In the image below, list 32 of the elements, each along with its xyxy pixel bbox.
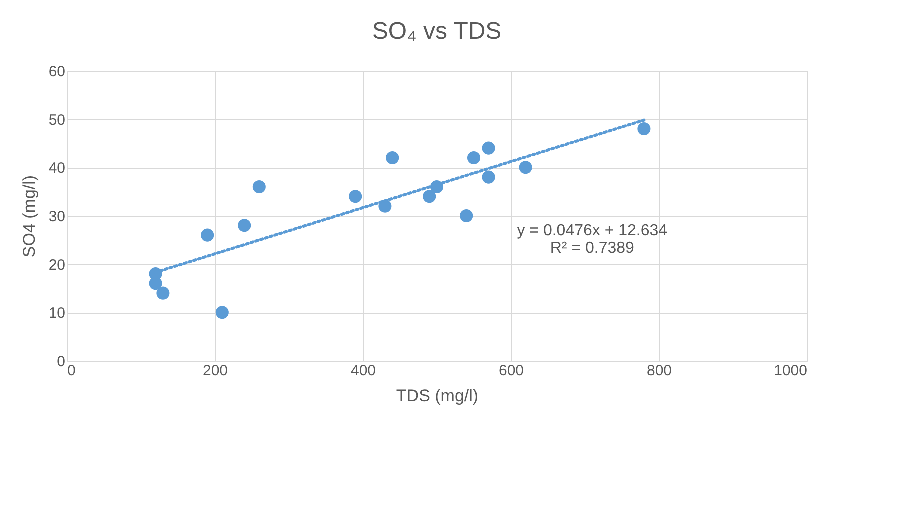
point — [156, 286, 170, 300]
y-tick-label: 60 — [48, 64, 66, 80]
y-tick-label: 30 — [48, 208, 66, 226]
x-tick-label: 1000 — [774, 362, 808, 380]
y-tick-label: 50 — [48, 112, 66, 129]
point — [386, 151, 400, 165]
point — [149, 277, 162, 290]
y-tick-label: 10 — [48, 305, 66, 322]
x-axis-title: TDS (mg/l) — [396, 386, 479, 406]
y-axis-title: SO4 (mg/l) — [20, 175, 39, 258]
point — [467, 151, 481, 165]
point — [423, 190, 436, 204]
y-tick-label: 40 — [48, 160, 66, 178]
point — [238, 219, 252, 232]
x-tick-label: 800 — [646, 362, 672, 380]
point — [519, 161, 532, 174]
point — [201, 228, 214, 242]
y-tick-label: 20 — [48, 256, 66, 274]
annotation: y = 0.0476x + 12.634 — [517, 222, 668, 240]
x-tick-label: 600 — [498, 362, 524, 380]
x-tick-label: 400 — [350, 362, 376, 380]
point — [252, 180, 266, 194]
point — [460, 209, 474, 223]
x-tick-label: 200 — [202, 362, 228, 380]
point — [482, 142, 496, 155]
x-tick-label: 0 — [68, 362, 76, 380]
point — [638, 122, 651, 136]
point — [349, 190, 362, 204]
chart-title: SO₄ vs TDS — [372, 18, 502, 45]
point — [216, 306, 229, 320]
point — [482, 170, 496, 184]
annotation: R² = 0.7389 — [550, 240, 635, 257]
